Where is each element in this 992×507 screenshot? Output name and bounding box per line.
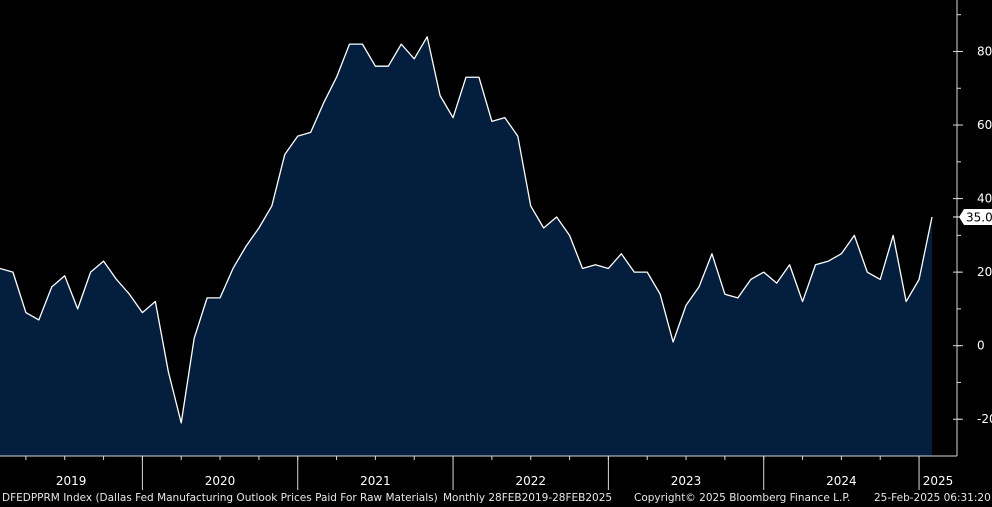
data-point [776,283,777,284]
data-point [414,58,415,59]
data-point [491,121,492,122]
x-year-label: 2022 [515,474,546,488]
data-point [116,279,117,280]
x-axis: 2019 2020 2021 2022 2023 2024 2025 [0,455,957,490]
data-point [530,205,531,206]
data-point [12,272,13,273]
last-value-box [959,208,992,225]
data-point [931,216,932,217]
data-point [155,301,156,302]
data-point [38,319,39,320]
data-point [893,235,894,236]
footer-ticker: DFEDPPRM Index (Dallas Fed Manufacturing… [2,492,438,504]
data-point [634,272,635,273]
data-point [401,44,402,45]
x-year-label: 2024 [826,474,857,488]
data-point [297,135,298,136]
price-paid-area-chart: 80 60 40 20 0 -20 2019 2020 2021 2022 2023 2024 202… [0,0,992,490]
data-point [284,154,285,155]
data-point [621,253,622,254]
data-point [595,264,596,265]
data-point [828,260,829,261]
data-point [388,66,389,67]
data-point [336,77,337,78]
data-point [906,301,907,302]
series-line [0,36,933,424]
data-point [362,44,363,45]
data-point [245,246,246,247]
data-point [207,297,208,298]
data-point [660,294,661,295]
data-point [25,312,26,313]
x-year-label: 2019 [56,474,87,488]
data-point [129,294,130,295]
data-point [517,135,518,136]
last-value-marker: 35.0 [953,208,992,225]
data-point [867,272,868,273]
data-point [323,102,324,103]
data-point [685,305,686,306]
data-point [763,272,764,273]
data-point [64,275,65,276]
data-point [77,308,78,309]
data-point [310,132,311,133]
data-point [582,268,583,269]
footer-timestamp: 25-Feb-2025 06:31:20 [874,492,991,504]
data-point [271,205,272,206]
data-point [51,286,52,287]
data-point [789,264,790,265]
data-point [103,260,104,261]
data-point [802,301,803,302]
y-axis: 80 60 40 20 0 -20 [953,0,992,456]
data-point [880,279,881,280]
data-point [349,44,350,45]
data-point [815,264,816,265]
data-point [142,312,143,313]
data-point [219,297,220,298]
footer: DFEDPPRM Index (Dallas Fed Manufacturing… [0,490,992,507]
x-year-label: 2023 [671,474,702,488]
data-point [440,95,441,96]
y-tick-label: -20 [977,412,992,426]
data-point [854,235,855,236]
y-tick-label: 40 [977,192,992,206]
y-tick-label: 60 [977,118,992,132]
footer-range: Monthly 28FEB2019-28FEB2025 [443,492,613,504]
data-point [841,253,842,254]
data-point [556,216,557,217]
x-year-label: 2021 [360,474,391,488]
area-fill [0,36,932,456]
data-point [608,268,609,269]
data-point [478,77,479,78]
data-point [90,272,91,273]
data-point [504,117,505,118]
y-tick-label: 80 [977,44,992,58]
footer-copyright: Copyright© 2025 Bloomberg Finance L.P. [634,492,851,504]
x-year-label: 2025 [923,474,954,488]
data-point [750,279,751,280]
data-point [465,77,466,78]
y-tick-label: 20 [977,265,992,279]
data-point [427,36,428,37]
data-point [673,341,674,342]
data-point [375,66,376,67]
data-point [181,422,182,423]
plot-area [0,36,933,456]
data-point [194,338,195,339]
data-point [232,268,233,269]
last-value-label: 35.0 [966,210,992,224]
data-point [711,253,712,254]
data-point [698,286,699,287]
data-point [452,117,453,118]
data-point [647,272,648,273]
data-point [737,297,738,298]
data-point [918,279,919,280]
data-point [569,235,570,236]
x-year-label: 2020 [205,474,236,488]
data-point [724,294,725,295]
data-point [258,227,259,228]
data-point [168,371,169,372]
y-tick-label: 0 [977,339,985,353]
data-point [543,227,544,228]
